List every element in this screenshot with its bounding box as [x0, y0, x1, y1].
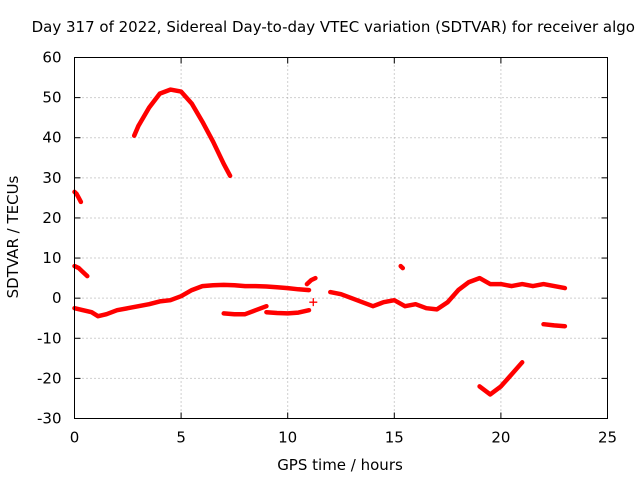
data-point-isolated-point [309, 298, 318, 307]
y-tick-label: 60 [42, 49, 61, 67]
series-segment-2 [72, 263, 90, 279]
x-tick-label: 25 [598, 429, 617, 447]
x-tick-label: 15 [385, 429, 404, 447]
y-tick-label: 50 [42, 89, 61, 107]
series-segment-10 [477, 360, 525, 397]
series-segment-9 [398, 263, 406, 271]
series-segment-3 [72, 282, 312, 319]
series-segment-5 [264, 307, 312, 316]
data-series [72, 87, 568, 397]
y-tick-label: 10 [42, 249, 61, 267]
x-tick-label: 20 [491, 429, 510, 447]
x-tick-labels: 0 5 10 15 20 25 [70, 429, 617, 447]
y-tick-label: -30 [37, 410, 62, 428]
y-tick-labels: -30 -20 -10 0 10 20 30 40 50 60 [37, 49, 62, 428]
x-tick-label: 5 [176, 429, 186, 447]
x-axis-label: GPS time / hours [277, 456, 403, 474]
series-segment-11 [541, 321, 568, 329]
series-segment-1 [72, 189, 84, 205]
chart-title: Day 317 of 2022, Sidereal Day-to-day VTE… [32, 18, 635, 36]
series-segment-4 [221, 303, 269, 317]
y-tick-label: 40 [42, 129, 61, 147]
series-segment-7 [131, 87, 233, 179]
y-tick-label: 0 [52, 289, 62, 307]
series-segment-8 [328, 275, 568, 312]
y-tick-label: -20 [37, 369, 62, 387]
y-tick-label: 20 [42, 209, 61, 227]
plot-frame [74, 57, 608, 419]
y-axis-label: SDTVAR / TECUs [4, 175, 22, 298]
y-tick-label: -10 [37, 329, 62, 347]
grid [74, 57, 608, 419]
x-tick-label: 10 [278, 429, 297, 447]
x-tick-label: 0 [70, 429, 80, 447]
axis-ticks [74, 57, 608, 419]
y-tick-label: 30 [42, 169, 61, 187]
series-segment-6 [304, 275, 318, 287]
